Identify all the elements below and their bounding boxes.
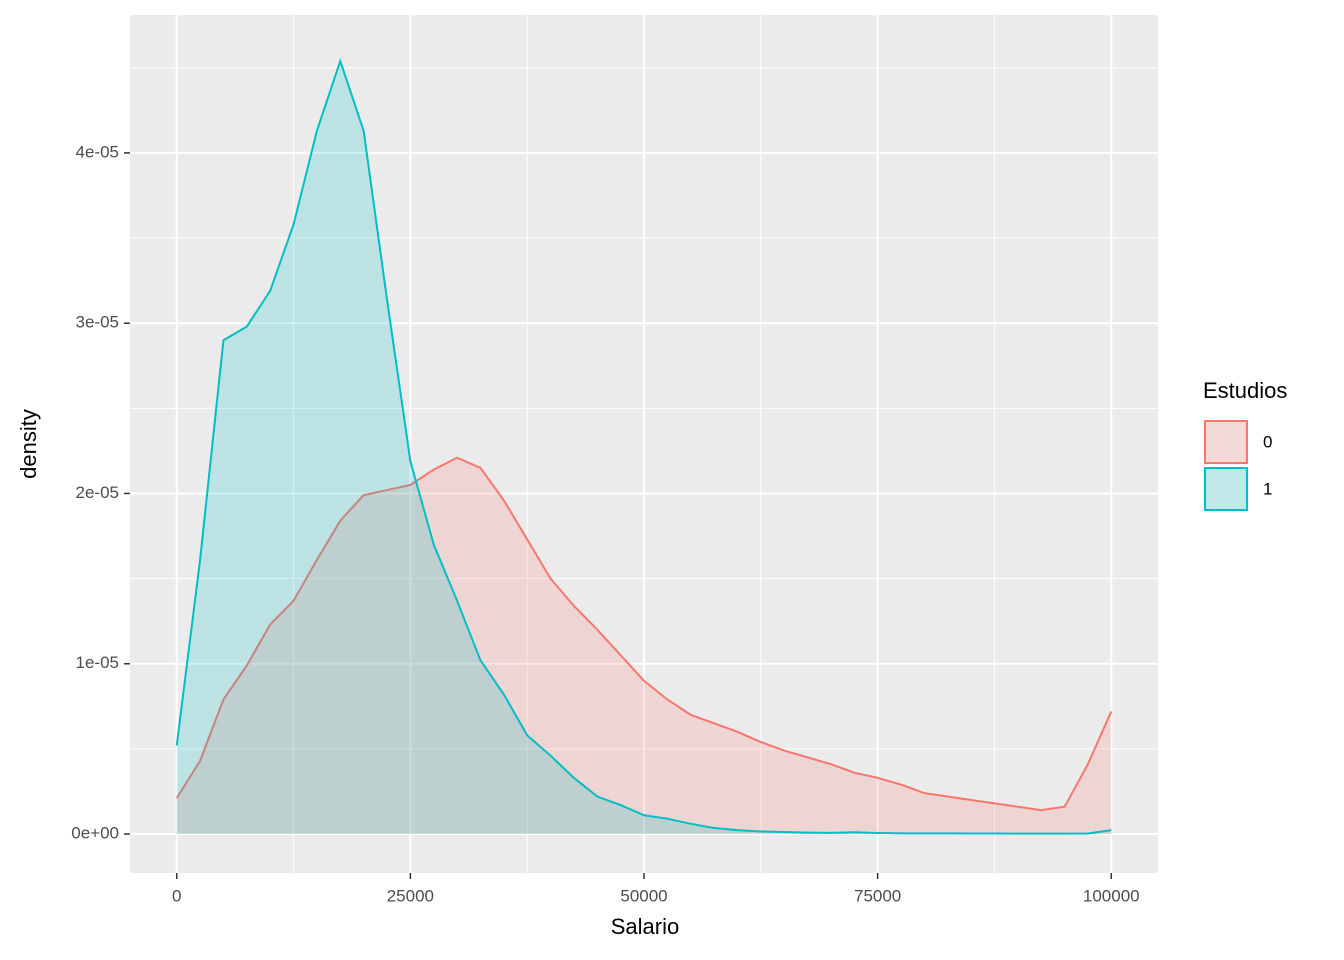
y-tick-label: 1e-05 bbox=[76, 653, 119, 672]
x-tick-label: 100000 bbox=[1083, 886, 1140, 905]
legend-label: 1 bbox=[1263, 479, 1272, 498]
grid bbox=[130, 15, 1158, 873]
legend-label: 0 bbox=[1263, 432, 1272, 451]
x-tick-label: 25000 bbox=[387, 886, 434, 905]
legend-key bbox=[1204, 420, 1248, 464]
axes: 0 25000 50000 75000 100000 0e+00 1e-05 2e-05 3e-… bbox=[71, 142, 1139, 905]
x-tick-label: 50000 bbox=[620, 886, 667, 905]
density-area bbox=[176, 60, 1112, 835]
y-tick-label: 4e-05 bbox=[76, 142, 119, 161]
y-tick-label: 2e-05 bbox=[76, 483, 119, 502]
legend: 01 bbox=[1204, 420, 1272, 511]
y-tick-label: 3e-05 bbox=[76, 313, 119, 332]
legend-title: Estudios bbox=[1203, 378, 1287, 403]
y-tick-label: 0e+00 bbox=[71, 823, 119, 842]
marks bbox=[175, 57, 1113, 835]
density-area bbox=[176, 457, 1112, 835]
y-axis-title: density bbox=[16, 409, 41, 479]
x-tick-label: 75000 bbox=[854, 886, 901, 905]
x-tick-label: 0 bbox=[172, 886, 181, 905]
legend-key bbox=[1204, 467, 1248, 511]
x-axis-title: Salario bbox=[611, 914, 679, 939]
legend-key-bg bbox=[1205, 421, 1247, 463]
density-line bbox=[175, 456, 1113, 812]
density-line bbox=[175, 57, 1112, 835]
legend-key-bg bbox=[1205, 468, 1247, 510]
